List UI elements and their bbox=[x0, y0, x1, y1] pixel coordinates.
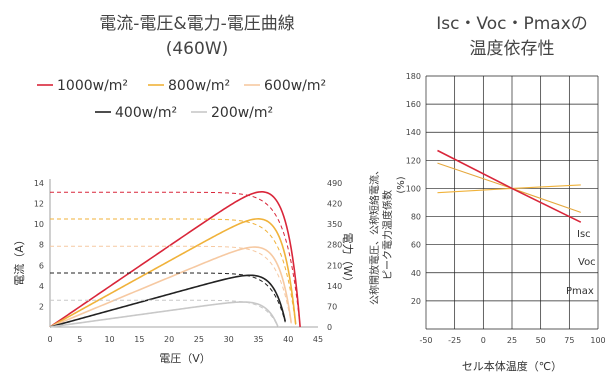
chart1-y2-tick: 350 bbox=[327, 220, 342, 229]
chart2-x-tick: 75 bbox=[564, 336, 574, 345]
chart1-y2-tick: 210 bbox=[327, 261, 342, 270]
chart2-y-tick: 60 bbox=[411, 241, 421, 250]
chart1-x-tick: 0 bbox=[47, 335, 52, 344]
chart2-y-tick: 160 bbox=[406, 100, 421, 109]
chart2-y-tick: 180 bbox=[406, 72, 421, 81]
chart2-x-tick: 50 bbox=[536, 336, 546, 345]
chart1-y-tick: 4 bbox=[39, 282, 44, 291]
chart1-xlabel: 電圧（V） bbox=[159, 352, 211, 365]
chart2-x-tick: -50 bbox=[419, 336, 432, 345]
chart1-y2-tick: 0 bbox=[327, 323, 332, 332]
chart1-title: 電流-電圧&電力-電圧曲線 bbox=[99, 14, 295, 34]
pv-curve-600 bbox=[49, 246, 292, 328]
iv-curve-400 bbox=[50, 272, 286, 323]
chart2-title: Isc・Voc・Pmaxの bbox=[436, 14, 588, 34]
chart2-xlabel: セル本体温度（℃） bbox=[462, 359, 562, 373]
chart2-y-tick: 120 bbox=[406, 156, 421, 165]
chart1-y2-tick: 490 bbox=[327, 179, 342, 188]
chart1-x-tick: 35 bbox=[253, 335, 263, 344]
chart2-ylabel-line3: (%) bbox=[396, 176, 407, 193]
chart1-x-tick: 5 bbox=[77, 335, 82, 344]
chart2-x-tick: 0 bbox=[481, 336, 486, 345]
pv-curve-200 bbox=[49, 301, 279, 328]
chart1-ylabel: 電流（A） bbox=[12, 234, 26, 286]
legend-label-800: 800w/m² bbox=[168, 78, 230, 94]
chart2-plot: -50 -25 0 25 50 75 100 20 40 60 80 100 120 140 160 180 I… bbox=[406, 72, 606, 345]
chart1-y2label: 電力（W） bbox=[341, 233, 354, 288]
series-label-voc: Voc bbox=[578, 257, 596, 268]
chart1-y2-tick: 70 bbox=[327, 302, 337, 311]
chart1-y2-tick: 420 bbox=[327, 200, 342, 209]
chart2-y-tick: 20 bbox=[411, 297, 421, 306]
legend-label-1000: 1000w/m² bbox=[57, 78, 128, 94]
series-line-pmax bbox=[437, 149, 582, 223]
chart1-y2-tick: 280 bbox=[327, 241, 342, 250]
pv-curve-800 bbox=[49, 218, 297, 328]
chart2-x-tick: -25 bbox=[448, 336, 461, 345]
chart1-y-tick: 6 bbox=[39, 261, 44, 270]
chart2-x-tick: 100 bbox=[590, 336, 605, 345]
chart1-y-tick: 14 bbox=[34, 179, 44, 188]
chart1-plot: 0 5 10 15 20 25 30 35 40 452468101214070140210280… bbox=[34, 179, 342, 344]
chart1-x-tick: 15 bbox=[134, 335, 144, 344]
legend-label-600: 600w/m² bbox=[264, 78, 326, 94]
chart2-y-tick: 80 bbox=[411, 213, 421, 222]
chart2-y-tick: 40 bbox=[411, 269, 421, 278]
chart1-subtitle: (460W) bbox=[166, 39, 229, 59]
chart1-x-tick: 45 bbox=[313, 335, 323, 344]
chart1-y2-tick: 140 bbox=[327, 282, 342, 291]
chart2-x-tick: 25 bbox=[507, 336, 517, 345]
chart1-x-tick: 40 bbox=[283, 335, 293, 344]
chart1-y-tick: 2 bbox=[39, 302, 44, 311]
legend-label-400: 400w/m² bbox=[115, 105, 177, 121]
chart1-x-tick: 30 bbox=[224, 335, 234, 344]
chart2-y-tick: 100 bbox=[406, 184, 421, 193]
chart2-ylabel-line2: ピーク電力温度係数 bbox=[381, 190, 394, 280]
chart2-y-tick: 140 bbox=[406, 128, 421, 137]
chart1-x-tick: 25 bbox=[194, 335, 204, 344]
pv-curve-400 bbox=[49, 274, 287, 328]
pv-curve-1000 bbox=[49, 191, 301, 328]
chart2-ylabel-line1: 公称開放電圧、公称短絡電流、 bbox=[368, 165, 381, 305]
chart2-subtitle: 温度依存性 bbox=[470, 39, 555, 59]
chart1-y-tick: 8 bbox=[39, 241, 44, 250]
chart1-y-tick: 10 bbox=[34, 220, 44, 229]
chart1-y-tick: 12 bbox=[34, 200, 44, 209]
chart1-x-tick: 20 bbox=[164, 335, 174, 344]
series-label-isc: Isc bbox=[577, 229, 591, 240]
series-label-pmax: Pmax bbox=[566, 286, 594, 297]
iv-curve-800 bbox=[50, 218, 297, 325]
legend: 1000w/m² 800w/m² 600w/m² 400w/m² 200w/m² bbox=[37, 78, 326, 121]
iv-curve-600 bbox=[50, 245, 292, 324]
chart1-x-tick: 10 bbox=[104, 335, 114, 344]
legend-label-200: 200w/m² bbox=[211, 105, 273, 121]
